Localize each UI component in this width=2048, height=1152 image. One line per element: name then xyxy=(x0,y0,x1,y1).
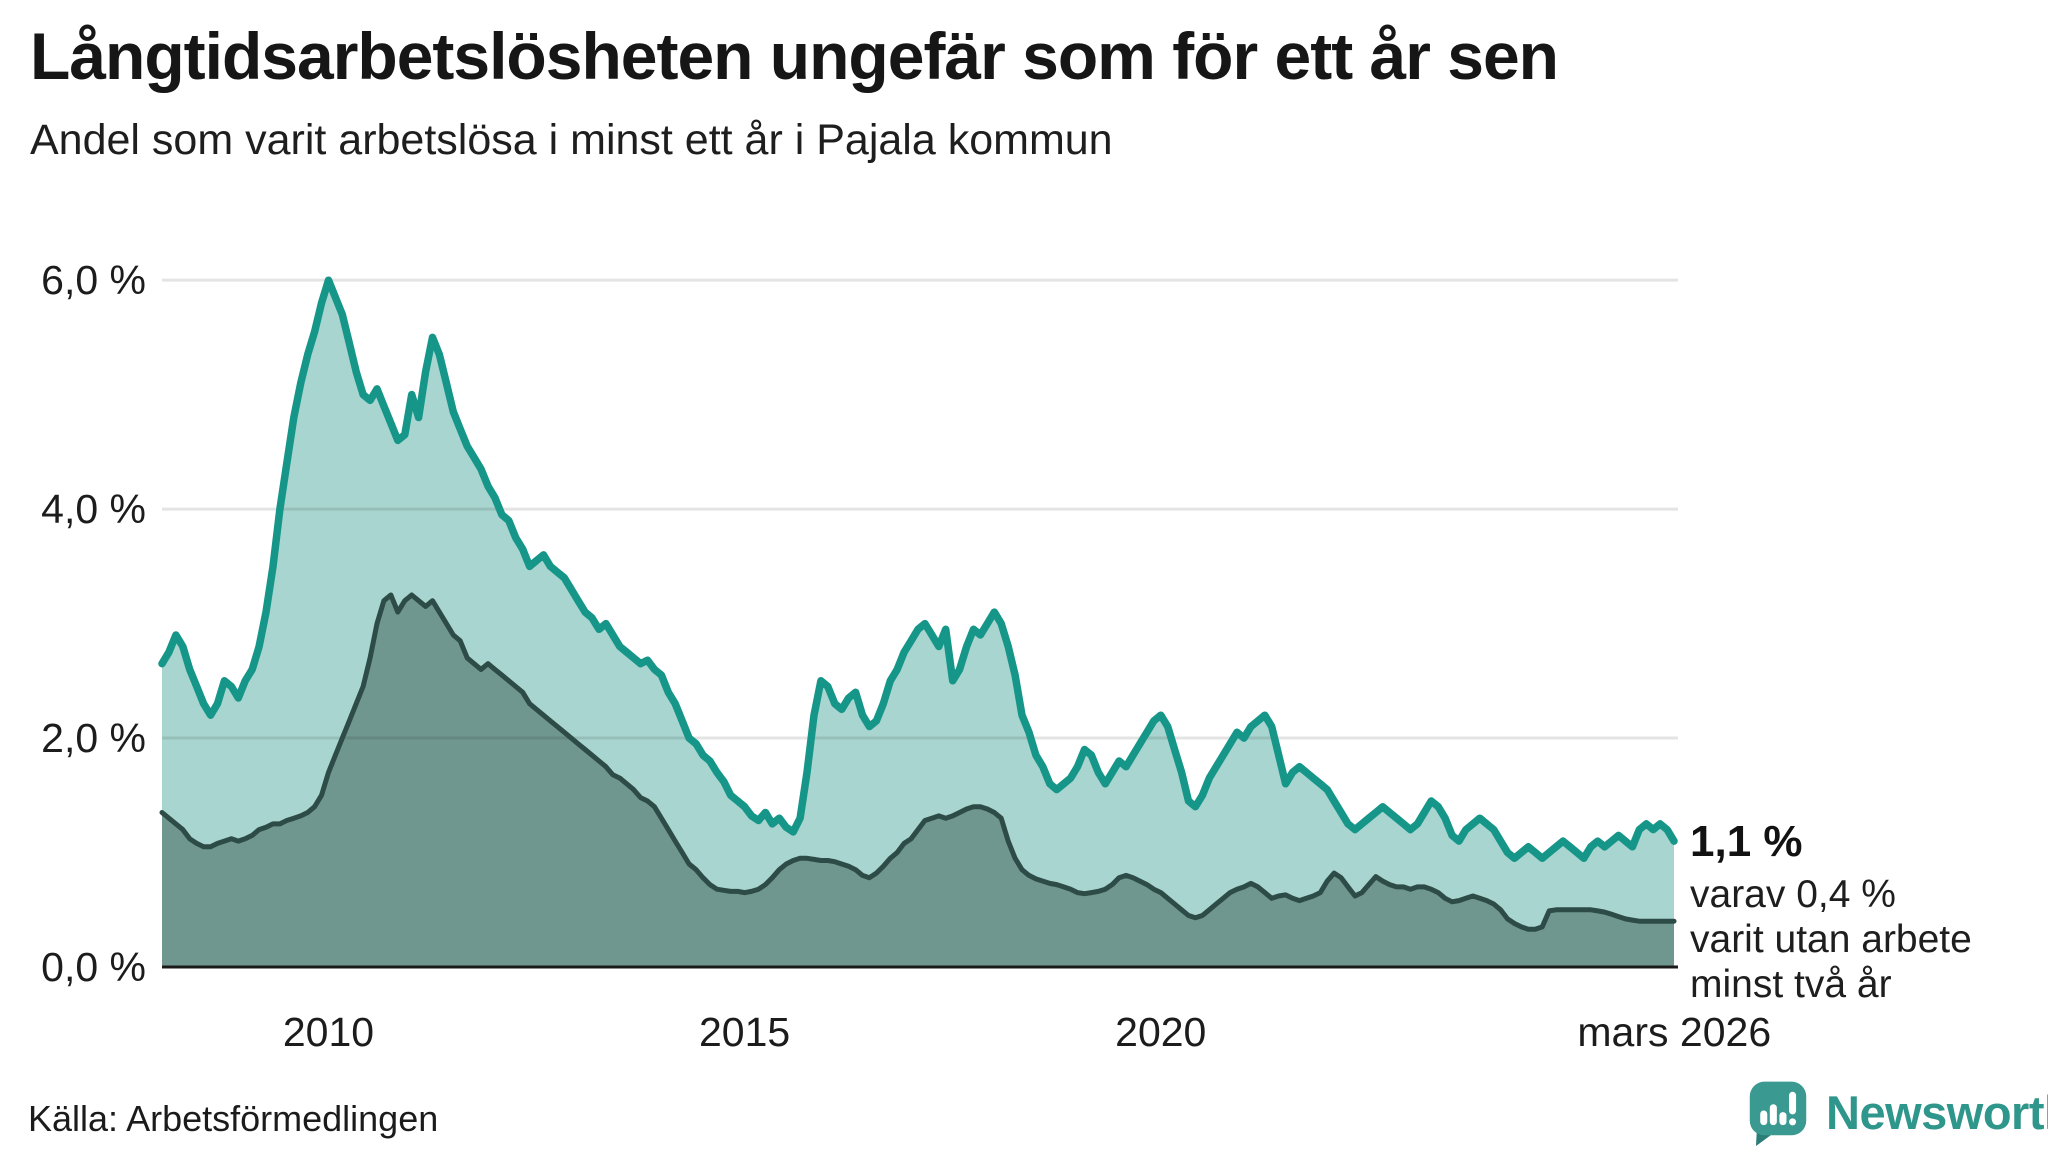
latest-value-label: 1,1 % xyxy=(1690,817,1803,866)
svg-text:2020: 2020 xyxy=(1115,1009,1206,1055)
newsworthy-wordmark: Newsworthy xyxy=(1826,1085,2048,1139)
end-value-annotation: 1,1 % varav 0,4 % varit utan arbete mins… xyxy=(1690,816,1972,1007)
source-note: Källa: Arbetsförmedlingen xyxy=(28,1098,439,1139)
svg-text:2,0 %: 2,0 % xyxy=(41,715,146,761)
newsworthy-icon xyxy=(1749,1081,1807,1147)
line-unemployed-1yr xyxy=(158,276,1678,863)
chart-subtitle: Andel som varit arbetslösa i minst ett å… xyxy=(30,116,1113,164)
gridlines xyxy=(162,278,1678,740)
y-axis-labels: 6,0 % 4,0 % 2,0 % 0,0 % xyxy=(41,257,146,990)
svg-text:2015: 2015 xyxy=(699,1009,790,1055)
svg-text:4,0 %: 4,0 % xyxy=(41,486,146,532)
svg-text:0,0 %: 0,0 % xyxy=(41,944,146,990)
svg-text:mars 2026: mars 2026 xyxy=(1577,1009,1771,1055)
annotation-detail-1: varav 0,4 % xyxy=(1690,873,1896,916)
line-unemployed-2yr xyxy=(159,592,1677,932)
newsworthy-logo: Newsworthy xyxy=(1744,1076,2048,1148)
annotation-detail-3: minst två år xyxy=(1690,963,1892,1006)
annotation-detail-2: varit utan arbete xyxy=(1690,918,1972,961)
area-unemployed-2yr xyxy=(162,595,1674,967)
svg-text:2010: 2010 xyxy=(283,1009,374,1055)
page-title: Långtidsarbetslösheten ungefär som för e… xyxy=(30,19,1559,93)
svg-text:6,0 %: 6,0 % xyxy=(41,257,146,303)
x-axis-labels: 2010 2015 2020 mars 2026 xyxy=(283,1009,1771,1055)
